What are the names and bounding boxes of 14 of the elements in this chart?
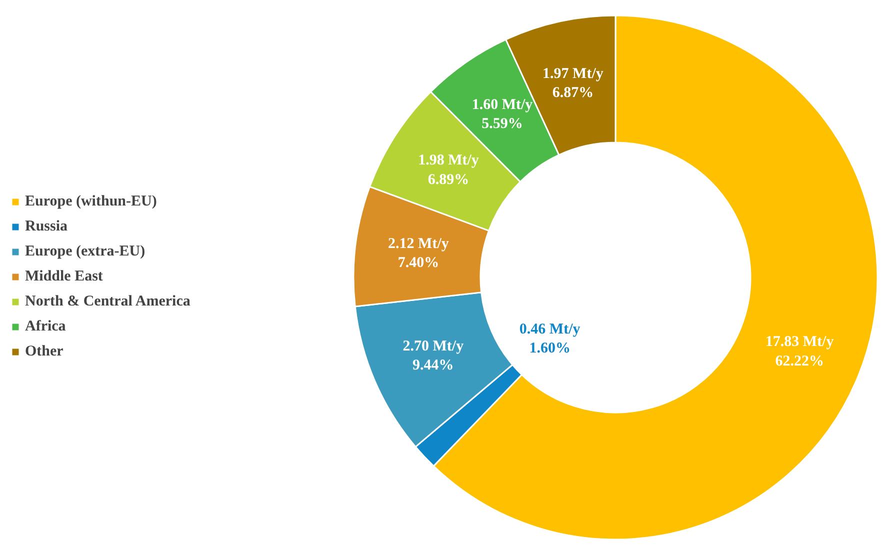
legend-label: Russia [25, 218, 68, 235]
legend-label: Middle East [25, 268, 103, 285]
legend-label: Europe (extra-EU) [25, 243, 146, 260]
legend-label: Europe (withun-EU) [25, 193, 157, 210]
data-label: 0.46 Mt/y 1.60% [519, 321, 581, 357]
legend-label: Other [25, 343, 64, 360]
legend-label: Africa [25, 318, 66, 335]
data-label: 1.98 Mt/y 6.89% [418, 152, 480, 188]
data-label: 1.60 Mt/y 5.59% [472, 96, 534, 132]
legend-label: North & Central America [25, 293, 190, 310]
data-label: 1.97 Mt/y 6.87% [542, 66, 604, 102]
data-label: 2.70 Mt/y 9.44% [402, 338, 464, 374]
data-label: 17.83 Mt/y 62.22% [765, 334, 834, 370]
data-label: 2.12 Mt/y 7.40% [388, 236, 450, 272]
